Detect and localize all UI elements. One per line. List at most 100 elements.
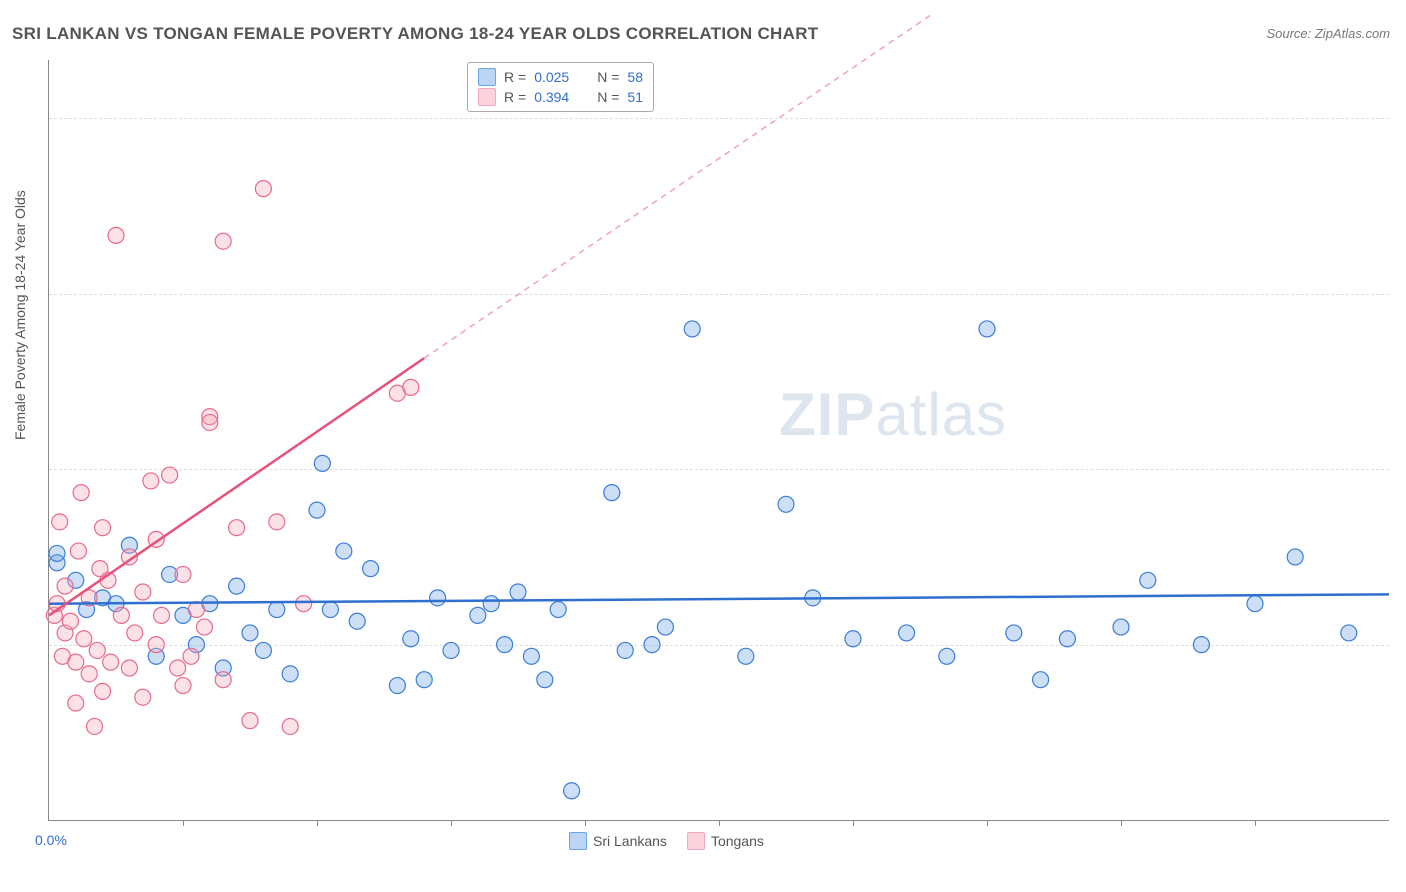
legend-label: Sri Lankans bbox=[593, 833, 667, 849]
scatter-point bbox=[103, 654, 119, 670]
scatter-point bbox=[95, 683, 111, 699]
scatter-point bbox=[1193, 637, 1209, 653]
scatter-point bbox=[95, 520, 111, 536]
x-tick bbox=[719, 820, 720, 826]
scatter-point bbox=[470, 607, 486, 623]
scatter-point bbox=[73, 485, 89, 501]
scatter-point bbox=[215, 672, 231, 688]
scatter-point bbox=[57, 578, 73, 594]
scatter-point bbox=[183, 648, 199, 664]
scatter-point bbox=[108, 227, 124, 243]
scatter-point bbox=[979, 321, 995, 337]
scatter-point bbox=[363, 561, 379, 577]
scatter-point bbox=[154, 607, 170, 623]
scatter-point bbox=[644, 637, 660, 653]
scatter-point bbox=[537, 672, 553, 688]
legend-swatch bbox=[687, 832, 705, 850]
scatter-point bbox=[1113, 619, 1129, 635]
scatter-point bbox=[229, 578, 245, 594]
x-tick bbox=[1255, 820, 1256, 826]
scatter-point bbox=[89, 642, 105, 658]
x-axis-min-label: 0.0% bbox=[35, 832, 67, 848]
scatter-point bbox=[162, 467, 178, 483]
scatter-point bbox=[443, 642, 459, 658]
x-tick bbox=[183, 820, 184, 826]
scatter-point bbox=[389, 678, 405, 694]
scatter-point bbox=[170, 660, 186, 676]
scatter-point bbox=[229, 520, 245, 536]
trend-line bbox=[49, 358, 424, 615]
scatter-point bbox=[269, 602, 285, 618]
scatter-point bbox=[127, 625, 143, 641]
x-tick bbox=[451, 820, 452, 826]
scatter-point bbox=[564, 783, 580, 799]
scatter-point bbox=[87, 718, 103, 734]
scatter-point bbox=[483, 596, 499, 612]
scatter-point bbox=[939, 648, 955, 664]
scatter-point bbox=[196, 619, 212, 635]
scatter-point bbox=[430, 590, 446, 606]
scatter-point bbox=[49, 545, 65, 561]
x-tick bbox=[987, 820, 988, 826]
scatter-point bbox=[1140, 572, 1156, 588]
scatter-point bbox=[322, 602, 338, 618]
scatter-point bbox=[70, 543, 86, 559]
scatter-point bbox=[135, 689, 151, 705]
scatter-point bbox=[62, 613, 78, 629]
scatter-point bbox=[92, 561, 108, 577]
scatter-point bbox=[845, 631, 861, 647]
legend-swatch bbox=[569, 832, 587, 850]
scatter-point bbox=[1033, 672, 1049, 688]
scatter-point bbox=[121, 660, 137, 676]
trend-line-dashed bbox=[424, 13, 933, 358]
trend-line bbox=[49, 594, 1389, 603]
scatter-point bbox=[349, 613, 365, 629]
scatter-point bbox=[52, 514, 68, 530]
scatter-point bbox=[68, 695, 84, 711]
scatter-point bbox=[68, 654, 84, 670]
chart-title: SRI LANKAN VS TONGAN FEMALE POVERTY AMON… bbox=[12, 24, 818, 44]
scatter-point bbox=[416, 672, 432, 688]
scatter-point bbox=[242, 713, 258, 729]
x-tick bbox=[585, 820, 586, 826]
scatter-point bbox=[202, 414, 218, 430]
legend-label: Tongans bbox=[711, 833, 764, 849]
scatter-point bbox=[604, 485, 620, 501]
scatter-point bbox=[1006, 625, 1022, 641]
source-label: Source: ZipAtlas.com bbox=[1266, 26, 1390, 41]
scatter-point bbox=[1287, 549, 1303, 565]
scatter-point bbox=[242, 625, 258, 641]
scatter-point bbox=[81, 666, 97, 682]
legend-item: Sri Lankans bbox=[569, 832, 667, 850]
scatter-point bbox=[510, 584, 526, 600]
scatter-point bbox=[1341, 625, 1357, 641]
scatter-point bbox=[76, 631, 92, 647]
legend-series: Sri Lankans Tongans bbox=[569, 832, 764, 850]
scatter-point bbox=[899, 625, 915, 641]
scatter-point bbox=[215, 233, 231, 249]
scatter-point bbox=[550, 602, 566, 618]
scatter-point bbox=[497, 637, 513, 653]
scatter-svg bbox=[49, 60, 1389, 820]
scatter-point bbox=[255, 642, 271, 658]
x-tick bbox=[853, 820, 854, 826]
scatter-point bbox=[282, 718, 298, 734]
scatter-point bbox=[336, 543, 352, 559]
legend-item: Tongans bbox=[687, 832, 764, 850]
scatter-point bbox=[314, 455, 330, 471]
scatter-point bbox=[684, 321, 700, 337]
scatter-point bbox=[282, 666, 298, 682]
scatter-point bbox=[617, 642, 633, 658]
scatter-point bbox=[175, 566, 191, 582]
scatter-point bbox=[269, 514, 285, 530]
scatter-point bbox=[523, 648, 539, 664]
scatter-point bbox=[1247, 596, 1263, 612]
scatter-point bbox=[403, 379, 419, 395]
scatter-point bbox=[403, 631, 419, 647]
scatter-point bbox=[309, 502, 325, 518]
scatter-point bbox=[175, 678, 191, 694]
y-axis-label: Female Poverty Among 18-24 Year Olds bbox=[12, 190, 28, 440]
scatter-point bbox=[255, 181, 271, 197]
scatter-point bbox=[657, 619, 673, 635]
x-tick bbox=[1121, 820, 1122, 826]
